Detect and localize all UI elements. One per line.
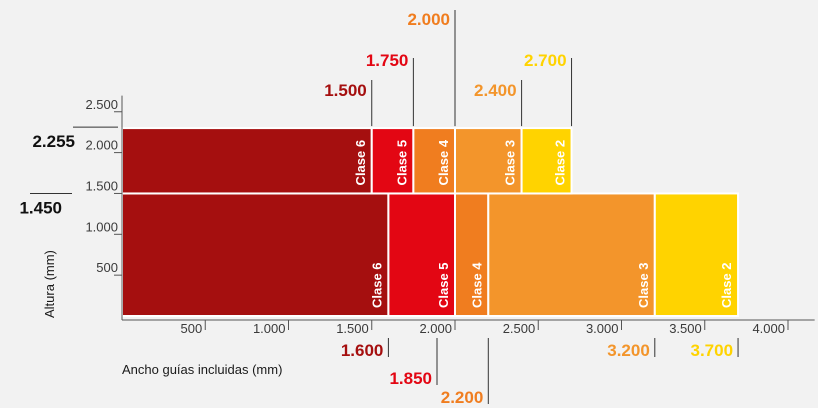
bar-label-clase-3-band-1: Clase 3	[636, 262, 651, 308]
bar-label-clase-5-band-1: Clase 5	[436, 262, 451, 308]
bar-label-clase-6-band-1: Clase 6	[369, 262, 384, 308]
width-callout-top-clase-3: 2.400	[474, 81, 517, 100]
bar-label-clase-6-band-2: Clase 6	[353, 140, 368, 186]
height-callout-band-2: 2.255	[32, 132, 75, 151]
width-callout-top-clase-5: 1.750	[366, 51, 409, 70]
bar-clase-3-band-2	[454, 127, 523, 195]
bar-clase-3-band-1	[487, 192, 656, 317]
x-tick-label: 500	[181, 321, 203, 336]
bar-clase-4-band-1	[454, 192, 490, 317]
bar-clase-5-band-1	[387, 192, 456, 317]
bar-label-clase-2-band-1: Clase 2	[719, 262, 734, 308]
axes-layer: 500 1.000 1.500 2.000 2.500 3.000 3.500 4.000 50…	[85, 95, 815, 336]
y-tick-label: 1.500	[85, 178, 118, 193]
bar-clase-4-band-2	[412, 127, 456, 195]
bar-clase-6-band-1	[121, 192, 390, 317]
y-tick-label: 500	[96, 260, 118, 275]
x-tick-label: 1.500	[336, 321, 369, 336]
x-axis-label: Ancho guías incluidas (mm)	[122, 362, 282, 377]
bar-clase-6-band-2	[121, 127, 373, 195]
x-tick-label: 2.500	[503, 321, 536, 336]
x-tick-label: 2.000	[419, 321, 452, 336]
x-tick-label: 1.000	[253, 321, 286, 336]
y-tick-label: 2.000	[85, 138, 118, 153]
width-callout-bottom-clase-4: 2.200	[441, 388, 484, 407]
width-callout-top-clase-6: 1.500	[324, 81, 367, 100]
x-tick-label: 3.000	[586, 321, 619, 336]
bar-label-clase-4-band-2: Clase 4	[436, 139, 451, 185]
width-callout-bottom-clase-5: 1.850	[389, 369, 432, 388]
height-callout-band-1: 1.450	[19, 198, 62, 217]
bar-label-clase-2-band-2: Clase 2	[553, 140, 568, 186]
y-axis-label: Altura (mm)	[42, 250, 57, 318]
bar-label-clase-5-band-2: Clase 5	[394, 140, 409, 186]
width-callout-bottom-clase-2: 3.700	[691, 341, 734, 360]
x-tick-label: 4.000	[752, 321, 785, 336]
bar-clase-2-band-2	[520, 127, 573, 195]
bar-label-clase-4-band-1: Clase 4	[469, 262, 484, 308]
bar-label-clase-3-band-2: Clase 3	[503, 140, 518, 186]
x-tick-label: 3.500	[669, 321, 702, 336]
width-callout-top-clase-4: 2.000	[407, 10, 450, 29]
width-callout-bottom-clase-6: 1.600	[341, 341, 384, 360]
width-callout-bottom-clase-3: 3.200	[607, 341, 650, 360]
bar-clase-2-band-1	[653, 192, 740, 317]
y-tick-label: 2.500	[85, 97, 118, 112]
callouts-layer: 1.450 2.255 1.500 1.750 2.000 2.400 2.700 1.600…	[19, 10, 739, 407]
width-callout-top-clase-2: 2.700	[524, 51, 567, 70]
bars-layer: Clase 6 Clase 5 Clase 4 Clase 3 Clase 2 Clase…	[121, 127, 740, 317]
y-tick-label: 1.000	[85, 219, 118, 234]
